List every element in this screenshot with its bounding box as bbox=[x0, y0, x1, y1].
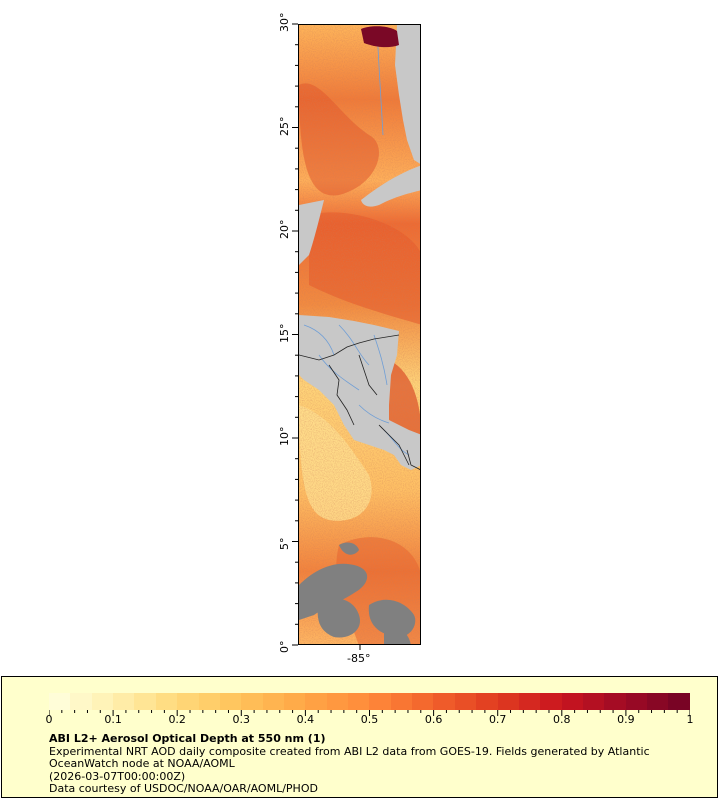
colorbar-swatch bbox=[283, 693, 306, 710]
lat-axis bbox=[292, 23, 298, 646]
colorbar-swatch bbox=[198, 693, 220, 710]
legend-credit: Data courtesy of USDOC/NOAA/OAR/AOML/PHO… bbox=[49, 782, 318, 795]
colorbar-swatch bbox=[305, 693, 327, 710]
aod-map bbox=[299, 25, 420, 644]
colorbar-swatch bbox=[326, 693, 349, 710]
legend-date: (2026-03-07T00:00:00Z) bbox=[49, 769, 186, 783]
legend-text: ABI L2+ Aerosol Optical Depth at 550 nm … bbox=[49, 732, 709, 796]
colorbar-swatch bbox=[582, 693, 605, 710]
legend-description: Experimental NRT AOD daily composite cre… bbox=[49, 744, 650, 770]
colorbar-swatch bbox=[433, 693, 455, 710]
colorbar-swatch bbox=[155, 693, 178, 710]
colorbar-swatch bbox=[540, 693, 562, 710]
lon-label: -85° bbox=[347, 652, 371, 665]
colorbar-swatch bbox=[70, 693, 92, 710]
colorbar-swatch bbox=[177, 693, 199, 710]
land-florida bbox=[395, 25, 420, 164]
colorbar-swatch bbox=[476, 693, 498, 710]
colorbar-swatch bbox=[390, 693, 413, 710]
colorbar-swatch bbox=[518, 693, 541, 710]
lat-label: 30° bbox=[278, 12, 291, 33]
lat-label: 15° bbox=[278, 323, 291, 343]
land-cuba bbox=[361, 165, 420, 207]
lat-label: 20° bbox=[278, 219, 291, 240]
legend-title: ABI L2+ Aerosol Optical Depth at 550 nm … bbox=[49, 732, 326, 745]
colorbar-label: 0.6 bbox=[424, 713, 443, 726]
colorbar-label: 0.3 bbox=[232, 713, 251, 726]
colorbar-label: 0.4 bbox=[296, 713, 315, 726]
colorbar-label: 0.9 bbox=[617, 713, 635, 726]
colorbar-swatch bbox=[91, 693, 114, 710]
lat-label: 10° bbox=[278, 426, 291, 447]
borders bbox=[299, 334, 420, 470]
colorbar-swatch bbox=[348, 693, 370, 710]
colorbar-swatch bbox=[604, 693, 626, 710]
colorbar-label: 0.5 bbox=[360, 713, 379, 726]
colorbar-label: 1 bbox=[686, 713, 694, 726]
land-yucatan bbox=[299, 200, 324, 265]
colorbar-swatch bbox=[625, 693, 648, 710]
map-panel[interactable] bbox=[298, 24, 421, 645]
lat-label: 5° bbox=[278, 537, 291, 550]
colorbar-swatch bbox=[412, 693, 434, 710]
colorbar-swatch bbox=[454, 693, 477, 710]
colorbar-label: 0 bbox=[45, 713, 53, 726]
colorbar bbox=[49, 693, 690, 710]
colorbar-label: 0.1 bbox=[104, 713, 122, 726]
colorbar-label: 0.8 bbox=[553, 713, 571, 726]
colorbar-swatch bbox=[241, 693, 263, 710]
colorbar-swatch bbox=[134, 693, 156, 710]
colorbar-swatch bbox=[49, 693, 71, 710]
colorbar-swatch bbox=[497, 693, 519, 710]
lon-axis bbox=[359, 644, 361, 650]
colorbar-ticks bbox=[49, 710, 690, 716]
colorbar-label: 0.2 bbox=[168, 713, 186, 726]
colorbar-swatch bbox=[262, 693, 284, 710]
lat-label: 25° bbox=[278, 116, 291, 136]
colorbar-swatch bbox=[561, 693, 583, 710]
colorbar-swatch bbox=[219, 693, 242, 710]
colorbar-swatch bbox=[647, 693, 669, 710]
land-central-america bbox=[299, 315, 420, 470]
lat-label: 0° bbox=[278, 640, 291, 654]
legend-panel: 0 0.1 0.2 0.3 0.4 0.5 0.6 0.7 0.8 0.9 1 ABI L2+ Ae… bbox=[1, 676, 718, 798]
colorbar-swatch bbox=[668, 693, 690, 710]
missing-data bbox=[299, 542, 416, 644]
aod-extreme-patch bbox=[361, 26, 399, 48]
colorbar-label: 0.7 bbox=[488, 713, 507, 726]
colorbar-swatch bbox=[369, 693, 391, 710]
colorbar-swatch bbox=[113, 693, 135, 710]
